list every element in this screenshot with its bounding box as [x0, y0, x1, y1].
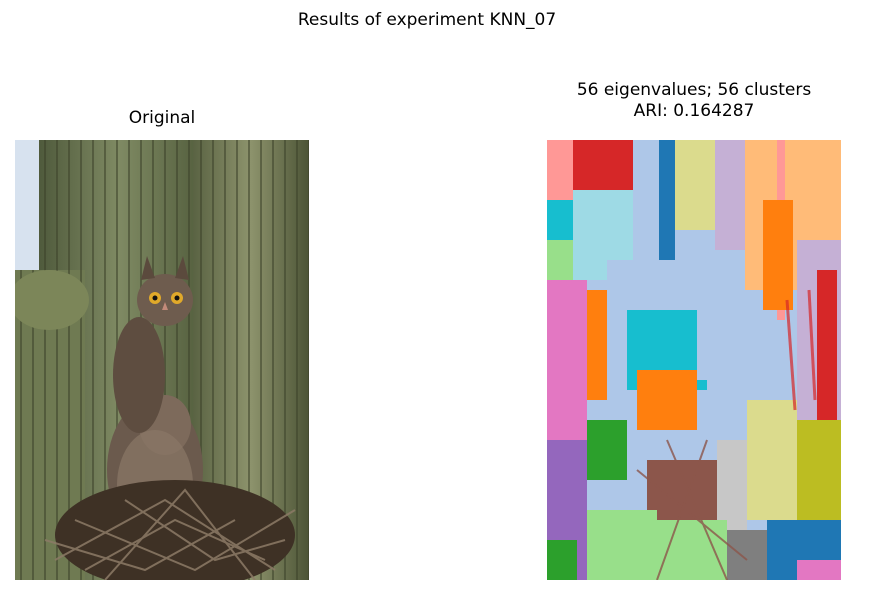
original-image-title: Original [128, 108, 196, 128]
figure-title: Results of experiment KNN_07 [297, 10, 557, 30]
segmentation-map-icon [547, 140, 841, 580]
owl-photo-icon [15, 140, 309, 580]
original-image [15, 140, 309, 580]
cluster-segmentation-image [547, 140, 841, 580]
clustered-image-title: 56 eigenvalues; 56 clusters ARI: 0.16428… [576, 80, 812, 121]
